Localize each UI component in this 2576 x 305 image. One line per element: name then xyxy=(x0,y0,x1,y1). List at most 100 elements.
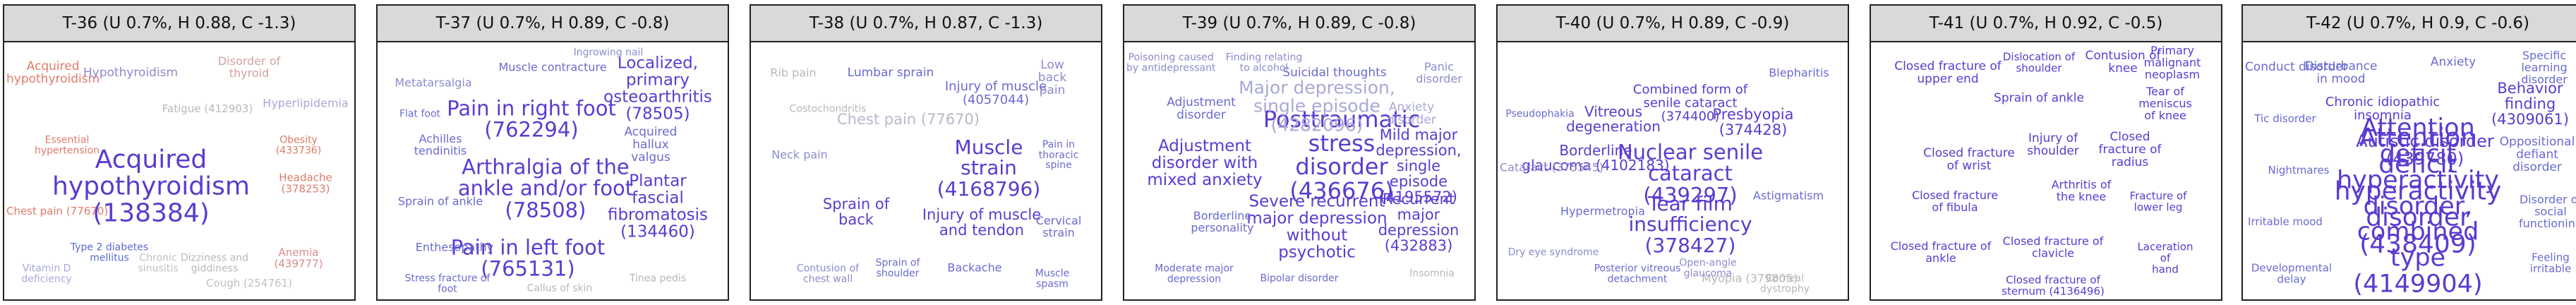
cloud-term-nuclear-senile-cataract: Nuclear senile cataract (439297) xyxy=(1617,140,1764,208)
cloud-term-cough: Cough (254761) xyxy=(206,277,292,290)
cloud-term-arthritis-of-the-knee: Arthritis of the knee xyxy=(2051,178,2112,203)
cloud-term-primary-malignant-neoplasm: Primary malignant neoplasm xyxy=(2143,43,2201,81)
cloud-term-moderate-major-depression: Moderate major depression xyxy=(1155,263,1234,285)
cloud-term-anemia: Anemia (439777) xyxy=(274,246,323,270)
panel-title: T-39 (U 0.7%, H 0.89, C -0.8) xyxy=(1182,14,1416,32)
cloud-term-acquired-hypothyroidism: Acquired hypothyroidism (138384) xyxy=(52,145,250,227)
cloud-term-anxiety-disorder: Anxiety disorder xyxy=(1387,100,1436,127)
cloud-term-flat-foot: Flat foot xyxy=(399,108,441,120)
panel-title: T-40 (U 0.7%, H 0.89, C -0.9) xyxy=(1555,14,1790,32)
panel-title: T-38 (U 0.7%, H 0.87, C -1.3) xyxy=(809,14,1043,32)
cloud-term-sprain-of-ankle: Sprain of ankle xyxy=(1994,91,2084,106)
panel-header: T-38 (U 0.7%, H 0.87, C -1.3) xyxy=(751,6,1101,42)
cloud-term-plantar-fascial-fibromatosis: Plantar fascial fibromatosis (134460) xyxy=(607,172,709,242)
cloud-term-posttraumatic-stress-disorder: Posttraumatic stress disorder (436676) xyxy=(1263,105,1421,204)
word-cloud: Attention deficit hyperactivity disorder… xyxy=(2243,42,2576,299)
cloud-term-feeling-irritable: Feeling irritable xyxy=(2529,251,2572,275)
cloud-term-essential-hypertension: Essential hypertension xyxy=(34,134,100,156)
cloud-term-tic-disorder: Tic disorder xyxy=(2254,112,2316,126)
cloud-term-borderline-personality: Borderline personality xyxy=(1191,209,1254,234)
panel-title: T-42 (U 0.7%, H 0.9, C -0.6) xyxy=(2306,14,2529,32)
cloud-term-pain-in-left-foot: Pain in left foot (765131) xyxy=(450,235,606,281)
cloud-term-corneal-dystrophy: Corneal dystrophy xyxy=(1759,273,1810,294)
cloud-term-disorder-of-social-functioning: Disorder of social functioning xyxy=(2518,192,2576,230)
panel-header: T-42 (U 0.7%, H 0.9, C -0.6) xyxy=(2243,6,2576,42)
panel-header: T-36 (U 0.7%, H 0.88, C -1.3) xyxy=(4,6,354,42)
panel-header: T-41 (U 0.7%, H 0.92, C -0.5) xyxy=(1871,6,2221,42)
topic-panel: T-42 (U 0.7%, H 0.9, C -0.6) Attention de… xyxy=(2241,4,2576,301)
cloud-term-contusion-of-chest-wall: Contusion of chest wall xyxy=(796,263,860,285)
cloud-term-obesity: Obesity (433736) xyxy=(275,134,322,156)
cloud-term-nightmares: Nightmares xyxy=(2268,164,2330,177)
cloud-term-developmental-delay: Developmental delay xyxy=(2251,261,2333,285)
cloud-term-injury-of-muscle-and-tendon: Injury of muscle and tendon xyxy=(922,205,1042,239)
panel-header: T-37 (U 0.7%, H 0.89, C -0.8) xyxy=(378,6,728,42)
cloud-term-attention-deficit-hyperactivity-disorder: Attention deficit hyperactivity disorder… xyxy=(2336,114,2500,299)
word-cloud: Nuclear senile cataract (439297) Tear fil… xyxy=(1498,42,1848,299)
cloud-term-muscle-contracture: Muscle contracture xyxy=(498,60,607,74)
panel-title: T-36 (U 0.7%, H 0.88, C -1.3) xyxy=(62,14,296,32)
cloud-term-sprain-of-shoulder: Sprain of shoulder xyxy=(875,257,920,279)
cloud-term-dry-eye-syndrome: Dry eye syndrome xyxy=(1507,246,1599,258)
cloud-term-closed-fracture-of-sternum: Closed fracture of sternum (4136496) xyxy=(2002,273,2105,298)
cloud-term-injury-of-muscle: Injury of muscle (4057044) xyxy=(944,79,1047,107)
cloud-term-chronic-sinusitis: Chronic sinusitis xyxy=(138,252,179,274)
cloud-term-specific-learning-disorder: Specific learning disorder xyxy=(2521,48,2568,86)
cloud-term-chronic-idiopathic-insomnia: Chronic idiopathic insomnia xyxy=(2325,95,2440,123)
topic-panel: T-40 (U 0.7%, H 0.89, C -0.9) Nuclear sen… xyxy=(1496,4,1849,301)
cloud-term-pseudophakia: Pseudophakia xyxy=(1505,108,1575,120)
cloud-term-neck-pain: Neck pain xyxy=(771,148,828,162)
cloud-term-vitamin-d-deficiency: Vitamin D deficiency xyxy=(21,263,72,285)
cloud-term-hypermetropia: Hypermetropia xyxy=(1560,204,1645,218)
panel-title: T-41 (U 0.7%, H 0.92, C -0.5) xyxy=(1929,14,2163,32)
cloud-term-pain-in-thoracic-spine: Pain in thoracic spine xyxy=(1038,138,1079,172)
cloud-term-type-2-diabetes-mellitus: Type 2 diabetes mellitus xyxy=(70,241,149,263)
cloud-term-cervical-strain: Cervical strain xyxy=(1035,214,1082,239)
cloud-term-chest-pain: Chest pain (77670) xyxy=(837,110,980,128)
cloud-term-closed-fracture-of-ankle: Closed fracture of ankle xyxy=(1890,239,1992,265)
cloud-term-lumbar-sprain: Lumbar sprain xyxy=(847,66,934,80)
cloud-term-closed-fracture-of-upper-end: Closed fracture of upper end xyxy=(1894,59,2002,86)
cloud-term-metatarsalgia: Metatarsalgia xyxy=(395,76,472,90)
cloud-term-behavior-finding: Behavior finding (4309061) xyxy=(2491,79,2569,128)
cloud-term-muscle-strain: Muscle strain (4168796) xyxy=(937,135,1041,201)
cloud-term-cataract: Cataract (375545) xyxy=(1500,160,1604,174)
topic-panel: T-39 (U 0.7%, H 0.89, C -0.8) Posttraumat… xyxy=(1123,4,1476,301)
topic-panel: T-36 (U 0.7%, H 0.88, C -1.3) Acquired hy… xyxy=(3,4,356,301)
cloud-term-vitreous-degeneration: Vitreous degeneration xyxy=(1566,103,1661,135)
cloud-term-irritable-mood: Irritable mood xyxy=(2248,215,2323,229)
cloud-term-dislocation-of-shoulder: Dislocation of shoulder xyxy=(2002,50,2076,74)
cloud-term-closed-fracture-of-fibula: Closed fracture of fibula xyxy=(1911,189,1999,214)
cloud-term-sprain-of-ankle: Sprain of ankle xyxy=(397,194,483,208)
cloud-term-myopia: Myopia (379805) xyxy=(1701,271,1798,285)
cloud-term-tear-film-insufficiency: Tear film insufficiency (378427) xyxy=(1628,191,1752,257)
cloud-term-acquired-hallux-valgus: Acquired hallux valgus xyxy=(624,125,678,165)
word-cloud: Pain in right foot (762294) Arthralgia of… xyxy=(378,42,728,299)
cloud-term-autistic-disorder: Autistic disorder (439780) xyxy=(2356,131,2494,169)
cloud-term-poisoning-caused-by-antidepressant: Poisoning caused by antidepressant xyxy=(1126,52,1216,73)
word-cloud: Acquired hypothyroidism (138384) Acquired… xyxy=(4,42,354,299)
cloud-term-major-depression-single-episode: Major depression, single episode (428209… xyxy=(1239,77,1395,136)
cloud-term-closed-fracture-of-clavicle: Closed fracture of clavicle xyxy=(2002,234,2104,260)
cloud-term-presbyopia: Presbyopia (374428) xyxy=(1712,105,1794,138)
cloud-term-tinea-pedis: Tinea pedis xyxy=(629,273,687,285)
topic-panel: T-38 (U 0.7%, H 0.87, C -1.3) Muscle stra… xyxy=(750,4,1102,301)
cloud-term-attention-deficit-hyperactivity-disorder: Attention deficit hyperactivity disorder… xyxy=(2334,123,2502,259)
cloud-term-localized-primary-osteoarthritis: Localized, primary osteoarthritis (78505… xyxy=(603,54,712,124)
cloud-term-callus-of-skin: Callus of skin xyxy=(526,282,593,294)
cloud-term-insomnia: Insomnia xyxy=(1409,268,1455,280)
cloud-term-backache: Backache xyxy=(947,261,1002,275)
cloud-term-astigmatism: Astigmatism xyxy=(1752,189,1824,203)
cloud-term-fracture-of-lower-leg: Fracture of lower leg xyxy=(2129,189,2187,213)
cloud-term-finding-relating-to-alcohol: Finding relating to alcohol xyxy=(1225,52,1303,73)
cloud-term-stress-fracture-of-foot: Stress fracture of foot xyxy=(404,273,490,294)
cloud-term-chest-pain: Chest pain (77670) xyxy=(6,205,109,218)
cloud-term-rib-pain: Rib pain xyxy=(770,66,817,80)
cloud-term-laceration-of-hand: Laceration of hand xyxy=(2137,240,2193,275)
cloud-term-oppositional-defiant-disorder: Oppositional defiant disorder xyxy=(2499,135,2575,174)
cloud-term-hypothyroidism: Hypothyroidism xyxy=(83,66,179,80)
cloud-term-combined-form-of-senile-cataract: Combined form of senile cataract (374400… xyxy=(1632,82,1748,124)
cloud-term-borderline-glaucoma: Borderline glaucoma (4102183) xyxy=(1522,142,1670,174)
cloud-term-open-angle-glaucoma: Open-angle glaucoma xyxy=(1679,257,1737,279)
